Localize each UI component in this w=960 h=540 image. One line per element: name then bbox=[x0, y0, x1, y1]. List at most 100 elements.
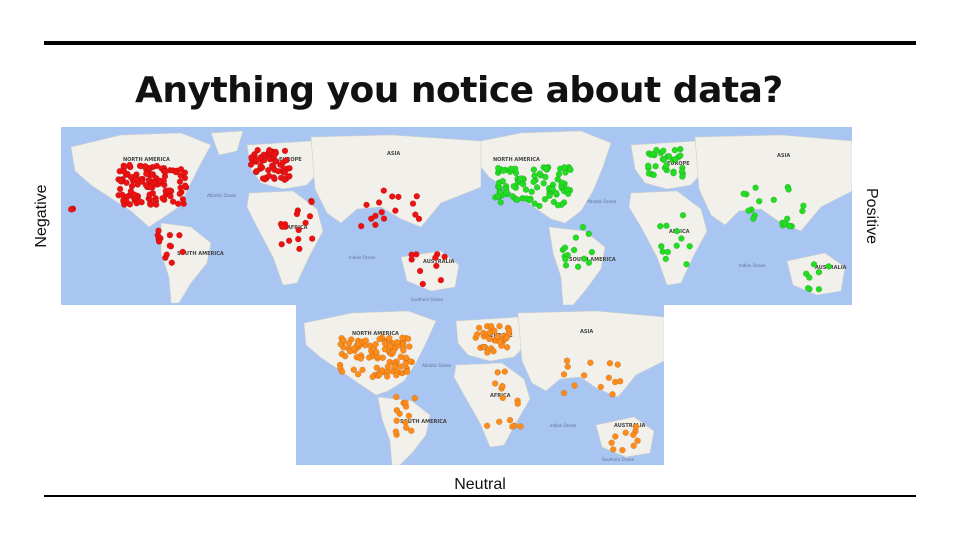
map-marker bbox=[397, 363, 404, 370]
map-marker bbox=[281, 169, 289, 176]
map-marker bbox=[612, 433, 619, 440]
map-marker bbox=[340, 337, 347, 344]
map-marker bbox=[359, 366, 366, 374]
map-marker bbox=[149, 179, 157, 186]
map-marker bbox=[295, 226, 302, 234]
map-marker bbox=[286, 173, 293, 180]
map-marker bbox=[355, 340, 362, 347]
map-marker bbox=[294, 235, 302, 243]
label-asia: ASIA bbox=[387, 151, 400, 157]
map-marker bbox=[362, 337, 370, 344]
map-marker bbox=[179, 248, 186, 256]
map-marker bbox=[491, 380, 499, 387]
map-marker bbox=[490, 348, 497, 355]
map-marker bbox=[562, 256, 569, 263]
map-marker bbox=[546, 192, 553, 199]
map-marker bbox=[564, 363, 571, 370]
map-marker bbox=[406, 343, 413, 350]
map-marker bbox=[475, 324, 483, 332]
map-marker bbox=[293, 210, 301, 218]
map-marker bbox=[560, 371, 568, 378]
map-marker bbox=[587, 359, 594, 366]
map-negative-svg: NORTH AMERICA SOUTH AMERICA EUROPE ASIA … bbox=[67, 130, 481, 304]
map-marker bbox=[146, 183, 154, 191]
map-marker bbox=[372, 221, 379, 229]
map-marker bbox=[259, 175, 267, 182]
map-marker bbox=[550, 198, 558, 206]
map-marker bbox=[622, 429, 629, 436]
map-marker bbox=[785, 186, 792, 193]
map-marker bbox=[677, 145, 684, 153]
south-america-shape bbox=[160, 222, 212, 304]
map-marker bbox=[147, 201, 154, 208]
label-europe: EUROPE bbox=[667, 161, 690, 167]
map-marker bbox=[494, 333, 501, 340]
map-marker bbox=[496, 322, 503, 330]
map-marker bbox=[495, 418, 503, 426]
map-marker bbox=[402, 419, 409, 426]
label-north-america: NORTH AMERICA bbox=[352, 331, 399, 337]
map-marker bbox=[799, 207, 806, 215]
map-marker bbox=[664, 248, 672, 256]
map-marker bbox=[580, 255, 588, 262]
map-marker bbox=[678, 235, 685, 242]
map-marker bbox=[391, 363, 398, 370]
south-america-shape bbox=[377, 396, 431, 465]
asia-shape bbox=[694, 134, 852, 232]
map-marker bbox=[281, 176, 288, 183]
map-marker bbox=[662, 255, 670, 263]
map-marker bbox=[393, 417, 400, 425]
point-layer bbox=[336, 322, 641, 454]
map-marker bbox=[784, 215, 791, 223]
map-marker bbox=[750, 215, 757, 222]
map-marker bbox=[354, 370, 362, 378]
map-marker bbox=[393, 339, 401, 346]
map-marker bbox=[510, 183, 517, 190]
label-africa: AFRICA bbox=[490, 393, 511, 399]
map-marker bbox=[630, 442, 637, 450]
map-marker bbox=[179, 196, 187, 203]
map-marker bbox=[169, 198, 177, 205]
map-marker bbox=[650, 171, 657, 179]
map-marker bbox=[302, 219, 309, 227]
map-marker bbox=[397, 353, 405, 361]
map-marker bbox=[560, 389, 568, 397]
map-marker bbox=[383, 373, 391, 380]
map-marker bbox=[500, 167, 507, 174]
map-marker bbox=[149, 189, 157, 197]
map-marker bbox=[677, 152, 684, 159]
label-indian-ocean: Indian Ocean bbox=[739, 263, 766, 268]
map-marker bbox=[480, 343, 488, 351]
map-marker bbox=[411, 394, 419, 402]
map-marker bbox=[296, 245, 303, 253]
map-marker bbox=[379, 354, 387, 361]
map-marker bbox=[745, 207, 752, 214]
map-marker bbox=[432, 254, 439, 261]
map-marker bbox=[597, 383, 604, 391]
map-marker bbox=[257, 154, 265, 161]
map-negative: NORTH AMERICA SOUTH AMERICA EUROPE ASIA … bbox=[61, 127, 481, 305]
map-marker bbox=[497, 189, 504, 196]
neutral-label: Neutral bbox=[454, 476, 506, 493]
map-marker bbox=[133, 176, 141, 183]
map-marker bbox=[376, 371, 383, 378]
map-neutral: NORTH AMERICA SOUTH AMERICA EUROPE ASIA … bbox=[296, 305, 664, 465]
label-south-america: SOUTH AMERICA bbox=[177, 251, 224, 257]
map-marker bbox=[138, 178, 146, 185]
label-indian-ocean: Indian Ocean bbox=[349, 255, 376, 260]
map-marker bbox=[286, 165, 293, 172]
map-marker bbox=[606, 360, 614, 367]
map-marker bbox=[400, 347, 407, 354]
map-marker bbox=[673, 242, 680, 249]
map-marker bbox=[542, 165, 550, 172]
map-marker bbox=[376, 335, 383, 343]
label-asia: ASIA bbox=[777, 153, 790, 159]
map-marker bbox=[306, 212, 314, 220]
map-marker bbox=[528, 188, 535, 195]
map-marker bbox=[247, 161, 255, 168]
map-marker bbox=[496, 338, 504, 346]
map-marker bbox=[503, 334, 510, 341]
map-marker bbox=[660, 156, 668, 164]
map-marker bbox=[806, 274, 813, 281]
map-marker bbox=[810, 261, 818, 268]
